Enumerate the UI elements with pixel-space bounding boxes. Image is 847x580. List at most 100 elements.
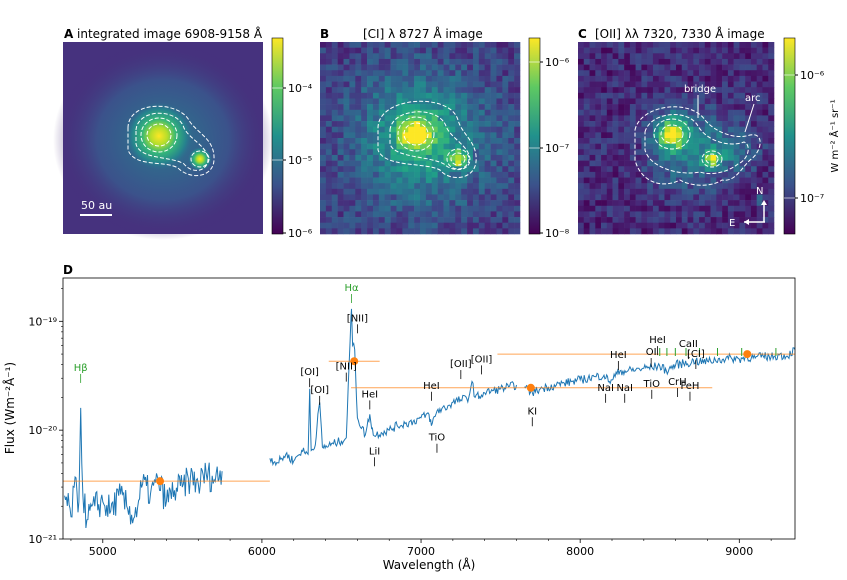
image-pixel (372, 109, 380, 116)
image-pixel (478, 194, 486, 201)
image-pixel (396, 166, 403, 173)
image-pixel (589, 126, 596, 133)
image-pixel (664, 177, 671, 184)
image-pixel (484, 143, 491, 150)
image-pixel (431, 228, 438, 235)
image-pixel (325, 171, 333, 178)
image-pixel (414, 200, 421, 207)
image-pixel (693, 177, 700, 184)
image-pixel (710, 53, 717, 60)
image-pixel (472, 211, 480, 218)
image-pixel (647, 42, 654, 48)
image-pixel (508, 92, 515, 99)
image-pixel (478, 143, 486, 150)
image-pixel (449, 53, 456, 60)
image-pixel (733, 81, 740, 88)
image-pixel (681, 188, 688, 195)
image-pixel (349, 58, 356, 65)
image-pixel (624, 143, 631, 150)
image-pixel (420, 58, 427, 65)
image-pixel (727, 143, 734, 150)
image-pixel (325, 126, 333, 133)
image-pixel (455, 58, 462, 65)
image-pixel (635, 87, 642, 94)
image-pixel (443, 228, 450, 235)
image-pixel (583, 138, 590, 144)
image-pixel (676, 154, 683, 161)
image-pixel (414, 211, 421, 218)
image-pixel (502, 87, 509, 94)
image-pixel (355, 126, 362, 133)
image-pixel (496, 42, 503, 48)
image-pixel (461, 154, 468, 161)
image-pixel (337, 205, 344, 212)
panel-c-cbar-tick: 10⁻⁶ (800, 69, 825, 82)
image-pixel (384, 183, 391, 190)
image-pixel (355, 132, 362, 139)
image-pixel (676, 177, 683, 184)
image-pixel (378, 75, 386, 82)
image-pixel (361, 171, 368, 178)
image-pixel (414, 217, 421, 224)
image-pixel (443, 109, 450, 116)
image-pixel (384, 98, 391, 105)
image-pixel (704, 160, 711, 167)
image-pixel (467, 166, 474, 173)
image-pixel (490, 138, 497, 144)
image-pixel (687, 81, 694, 88)
image-pixel (349, 171, 356, 178)
image-pixel (425, 188, 433, 195)
image-pixel (361, 166, 368, 173)
x-tick-label: 6000 (248, 545, 276, 558)
image-pixel (739, 121, 746, 128)
image-pixel (402, 143, 409, 150)
image-pixel (647, 194, 654, 201)
image-pixel (583, 160, 590, 167)
image-pixel (337, 98, 344, 105)
image-pixel (390, 171, 397, 178)
image-pixel (449, 138, 456, 144)
image-pixel (670, 211, 677, 218)
image-pixel (508, 64, 515, 71)
image-pixel (337, 160, 344, 167)
image-pixel (414, 98, 421, 105)
image-pixel (716, 47, 723, 54)
image-pixel (325, 222, 333, 229)
image-pixel (402, 47, 409, 54)
image-pixel (455, 42, 462, 48)
image-pixel (601, 115, 608, 122)
image-pixel (496, 121, 503, 128)
image-pixel (337, 211, 344, 218)
image-pixel (704, 47, 711, 54)
image-pixel (408, 70, 415, 77)
image-pixel (325, 115, 333, 122)
image-pixel (478, 217, 486, 224)
image-pixel (443, 211, 450, 218)
image-pixel (716, 121, 723, 128)
image-pixel (750, 171, 758, 178)
image-pixel (601, 183, 608, 190)
image-pixel (372, 143, 380, 150)
image-pixel (658, 92, 665, 99)
image-pixel (601, 154, 608, 161)
image-pixel (372, 64, 380, 71)
panel-a: A integrated image 6908-9158 Å 50 au 10⁻… (53, 26, 313, 240)
image-pixel (664, 75, 671, 82)
image-pixel (716, 70, 723, 77)
image-pixel (704, 205, 711, 212)
image-pixel (612, 64, 619, 71)
image-pixel (461, 200, 468, 207)
image-pixel (756, 53, 763, 60)
image-pixel (595, 121, 602, 128)
image-pixel (355, 64, 362, 71)
image-pixel (583, 166, 590, 173)
image-pixel (606, 143, 613, 150)
image-pixel (337, 200, 344, 207)
image-pixel (472, 53, 480, 60)
image-pixel (681, 64, 688, 71)
spectrum-plot: 5000 6000 7000 8000 900010⁻²¹10⁻²⁰10⁻¹⁹HβHα[… (28, 283, 796, 558)
image-pixel (384, 149, 391, 156)
image-pixel (733, 166, 740, 173)
image-pixel (578, 171, 585, 178)
image-pixel (733, 228, 740, 235)
